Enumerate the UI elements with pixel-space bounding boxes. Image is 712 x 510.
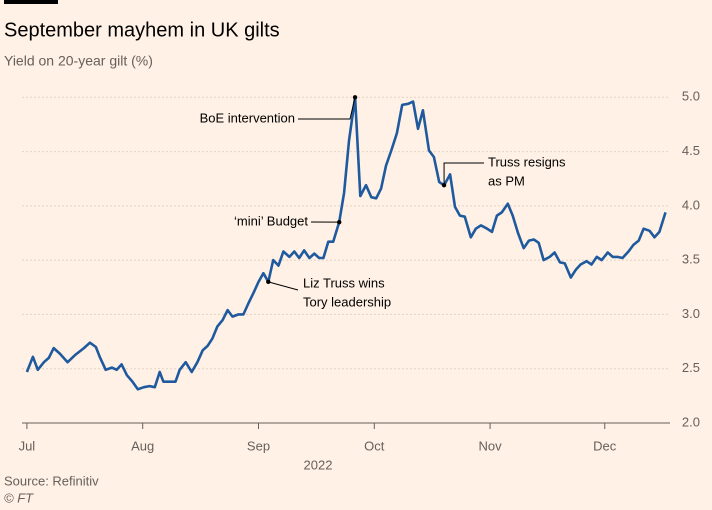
- annotation-leader: [268, 281, 299, 291]
- x-tick-label: Nov: [479, 438, 503, 453]
- annotation: BoE intervention: [200, 110, 295, 125]
- annotation: Tory leadership: [303, 294, 391, 309]
- chart-title: September mayhem in UK gilts: [4, 19, 280, 41]
- y-tick-label: 3.0: [682, 306, 700, 321]
- annotation: as PM: [488, 173, 525, 188]
- chart-subtitle: Yield on 20-year gilt (%): [4, 53, 153, 69]
- annotation-point: [352, 95, 358, 100]
- x-axis-label: 2022: [304, 457, 333, 472]
- annotation: Truss resigns: [488, 154, 566, 169]
- x-tick-label: Jul: [19, 438, 36, 453]
- annotation: ‘mini’ Budget: [234, 213, 308, 228]
- brand-bar: [4, 0, 58, 4]
- x-tick-label: Oct: [364, 438, 385, 453]
- line: [25, 96, 667, 391]
- annotation-point: [337, 219, 342, 225]
- source: Source: Refinitiv: [4, 473, 99, 488]
- credit: © FT: [4, 490, 34, 505]
- y-tick-label: 4.5: [682, 143, 700, 158]
- y-tick-label: 3.5: [682, 252, 700, 267]
- annotation-point: [441, 183, 447, 188]
- x-tick-label: Dec: [593, 438, 617, 453]
- annotation-leader: [298, 97, 356, 120]
- x-tick-label: Aug: [131, 438, 154, 453]
- x-tick-label: Sep: [247, 438, 270, 453]
- annotation-leader: [443, 162, 484, 186]
- annotation-point: [266, 279, 271, 285]
- annotation: Liz Truss wins: [303, 275, 385, 290]
- y-tick-label: 2.0: [682, 414, 700, 429]
- y-tick-label: 2.5: [682, 360, 700, 375]
- y-tick-label: 5.0: [682, 89, 700, 104]
- y-tick-label: 4.0: [682, 197, 700, 212]
